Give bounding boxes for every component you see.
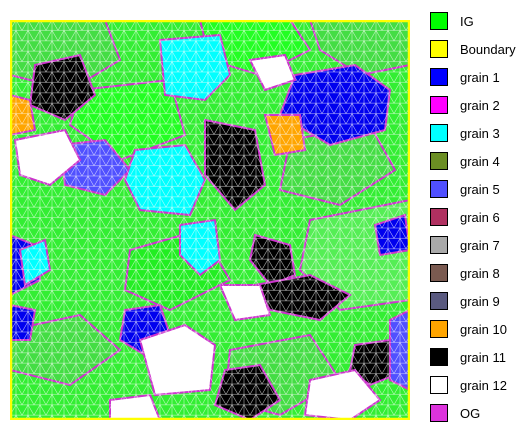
domain-boundary [10, 20, 410, 420]
legend-label: grain 6 [460, 209, 500, 225]
legend-item: grain 10 [430, 315, 522, 343]
legend-label: grain 11 [460, 349, 507, 365]
legend-label: grain 3 [460, 125, 500, 141]
legend-swatch [430, 96, 448, 114]
legend-label: OG [460, 405, 481, 421]
legend-swatch [430, 404, 448, 422]
legend-swatch [430, 264, 448, 282]
legend-item: grain 11 [430, 343, 522, 371]
mesh-triangulation [10, 20, 410, 420]
legend-item: OG [430, 399, 522, 427]
legend-label: grain 10 [460, 321, 507, 337]
legend-item: IG [430, 7, 522, 35]
legend-label: grain 12 [460, 377, 507, 393]
legend-item: grain 9 [430, 287, 522, 315]
legend-item: grain 1 [430, 63, 522, 91]
legend-swatch [430, 208, 448, 226]
microstructure-mesh-plot [10, 20, 410, 420]
legend-swatch [430, 348, 448, 366]
legend-label: Boundary [460, 41, 516, 57]
legend-swatch [430, 292, 448, 310]
legend-item: grain 7 [430, 231, 522, 259]
legend-item: grain 5 [430, 175, 522, 203]
legend-item: grain 3 [430, 119, 522, 147]
legend-swatch [430, 40, 448, 58]
legend-item: Boundary [430, 35, 522, 63]
legend-label: grain 1 [460, 69, 500, 85]
legend-swatch [430, 124, 448, 142]
legend-label: grain 2 [460, 97, 500, 113]
legend-item: grain 4 [430, 147, 522, 175]
legend: IG Boundary grain 1 grain 2 grain 3 grain 4 gr… [430, 7, 522, 427]
legend-swatch [430, 320, 448, 338]
legend-swatch [430, 180, 448, 198]
legend-item: grain 2 [430, 91, 522, 119]
legend-swatch [430, 152, 448, 170]
legend-label: grain 5 [460, 181, 500, 197]
legend-swatch [430, 236, 448, 254]
legend-label: grain 4 [460, 153, 500, 169]
mesh-svg [10, 20, 410, 420]
legend-item: grain 8 [430, 259, 522, 287]
legend-label: grain 7 [460, 237, 500, 253]
legend-swatch [430, 12, 448, 30]
legend-swatch [430, 68, 448, 86]
legend-item: grain 6 [430, 203, 522, 231]
legend-label: grain 9 [460, 293, 500, 309]
legend-label: grain 8 [460, 265, 500, 281]
legend-label: IG [460, 13, 474, 29]
legend-swatch [430, 376, 448, 394]
legend-item: grain 12 [430, 371, 522, 399]
